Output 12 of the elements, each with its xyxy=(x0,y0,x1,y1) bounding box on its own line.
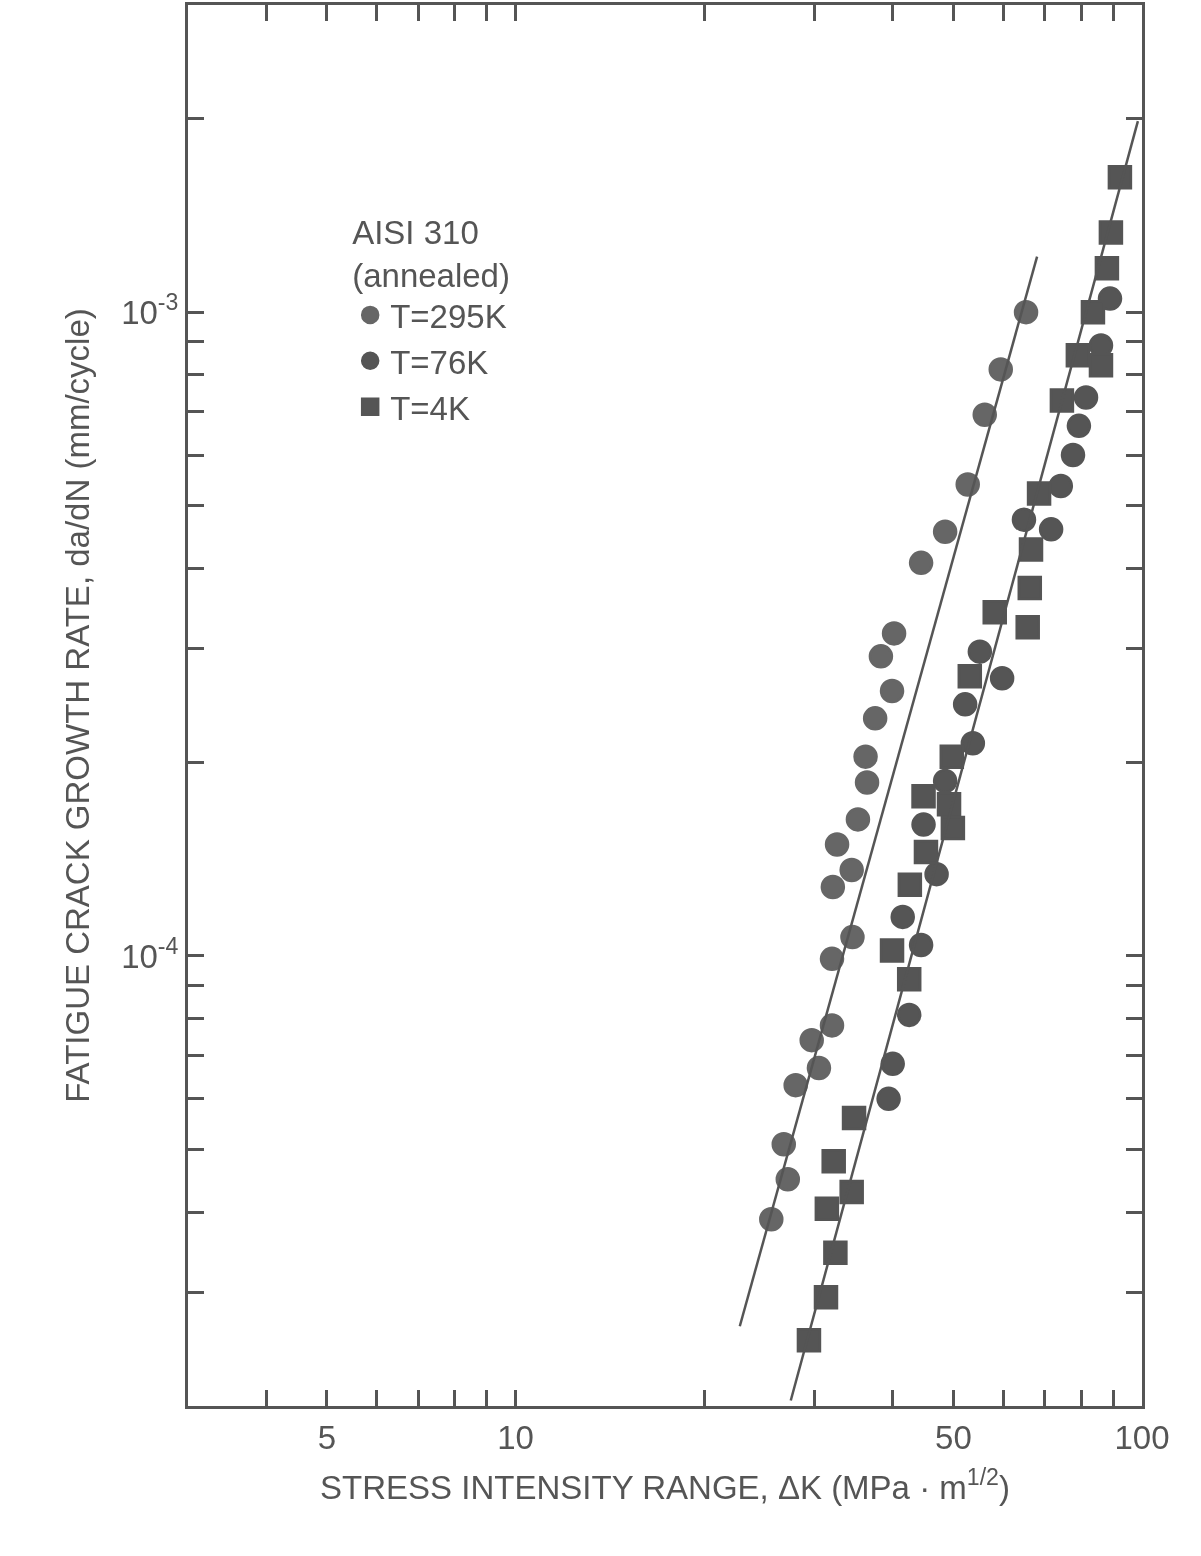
y-tick-label: 10$^{-3}$ xyxy=(121,288,179,331)
legend-title: AISI 310 (annealed) xyxy=(352,214,510,294)
x-tick-label: 50 xyxy=(935,1418,972,1456)
legend-label: T=295K xyxy=(390,297,507,335)
x-tick-label: 100 xyxy=(1114,1418,1170,1456)
legend-label: T=4K xyxy=(390,389,470,427)
y-axis-title: FATIGUE CRACK GROWTH RATE, da/dN (mm/cycle) xyxy=(59,308,97,1103)
x-axis-title: STRESS INTENSITY RANGE, ΔK (MPa · m$^{1/2}$) xyxy=(320,1464,1010,1507)
legend-label: T=76K xyxy=(390,343,489,381)
y-tick-label: 10$^{-4}$ xyxy=(121,932,179,975)
x-tick-label: 5 xyxy=(317,1418,337,1456)
x-tick-label: 10 xyxy=(497,1418,534,1456)
